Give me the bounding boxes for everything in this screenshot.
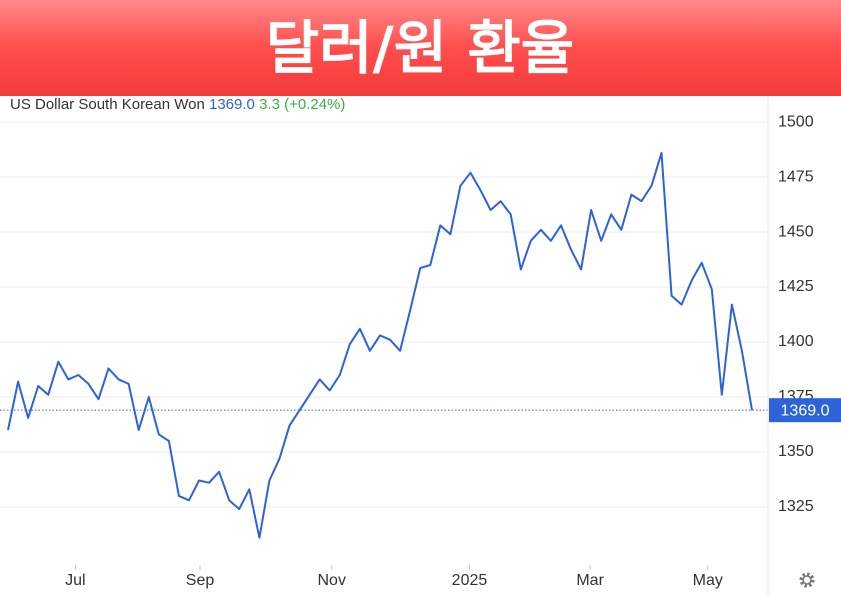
banner xyxy=(0,0,841,96)
settings-icon[interactable] xyxy=(799,572,815,588)
x-tick-label: Nov xyxy=(318,572,346,589)
legend: US Dollar South Korean Won 1369.0 3.3 (+… xyxy=(10,96,345,113)
legend-name: US Dollar South Korean Won xyxy=(10,96,205,113)
y-tick-label: 1500 xyxy=(778,113,814,130)
x-tick-label: Mar xyxy=(576,572,604,589)
y-tick-label: 1325 xyxy=(778,498,814,515)
last-price-label: 1369.0 xyxy=(781,402,830,419)
y-tick-label: 1350 xyxy=(778,443,814,460)
y-tick-label: 1400 xyxy=(778,333,814,350)
x-tick-label: 2025 xyxy=(452,572,488,589)
y-tick-label: 1450 xyxy=(778,223,814,240)
legend-change: 3.3 (+0.24%) xyxy=(259,96,345,113)
banner-title: 달러/원 환율 xyxy=(266,14,574,82)
legend-price: 1369.0 xyxy=(209,96,255,113)
price-line xyxy=(7,151,753,539)
x-tick-label: Sep xyxy=(186,572,215,589)
y-tick-label: 1425 xyxy=(778,278,814,295)
x-tick-label: Jul xyxy=(65,572,85,589)
y-tick-label: 1475 xyxy=(778,168,814,185)
last-price-box xyxy=(769,398,841,423)
x-tick-label: May xyxy=(693,572,723,589)
